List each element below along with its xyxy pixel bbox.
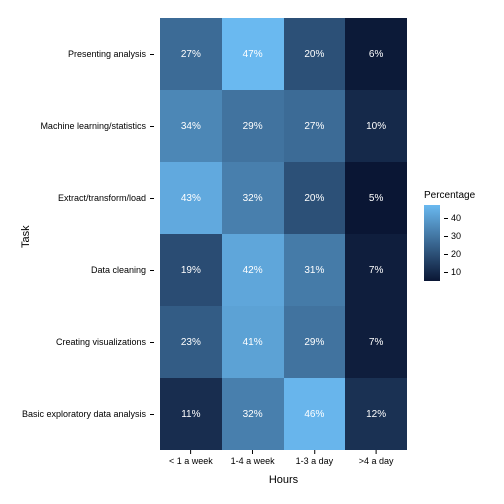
y-tick-label: Presenting analysis [68,49,160,59]
heatmap-row: 27%47%20%6% [160,18,407,90]
heatmap-cell: 32% [222,378,284,450]
x-tick-label: >4 a day [359,450,394,466]
y-tick-label: Basic exploratory data analysis [22,409,160,419]
legend-tick: 30 [444,231,461,241]
legend-title: Percentage [424,190,475,201]
legend: Percentage 10203040 [424,190,475,281]
x-tick-label: < 1 a week [169,450,213,466]
y-tick-label: Machine learning/statistics [40,121,160,131]
y-tick-label: Extract/transform/load [58,193,160,203]
legend-tick: 40 [444,213,461,223]
x-tick-label: 1-4 a week [231,450,275,466]
heatmap-row: 43%32%20%5% [160,162,407,234]
heatmap-row: 34%29%27%10% [160,90,407,162]
heatmap-chart: 27%47%20%6%Presenting analysis34%29%27%1… [0,0,504,504]
plot-area: 27%47%20%6%Presenting analysis34%29%27%1… [160,18,407,450]
heatmap-cell: 6% [345,18,407,90]
heatmap-cell: 20% [284,162,346,234]
heatmap-cell: 47% [222,18,284,90]
heatmap-cell: 7% [345,306,407,378]
heatmap-cell: 27% [160,18,222,90]
x-tick-label: 1-3 a day [296,450,334,466]
heatmap-cell: 46% [284,378,346,450]
legend-tick: 10 [444,267,461,277]
heatmap-cell: 43% [160,162,222,234]
heatmap-row: 23%41%29%7% [160,306,407,378]
heatmap-cell: 5% [345,162,407,234]
heatmap-cell: 23% [160,306,222,378]
heatmap-cell: 20% [284,18,346,90]
heatmap-cell: 41% [222,306,284,378]
heatmap-cell: 27% [284,90,346,162]
heatmap-cell: 19% [160,234,222,306]
heatmap-cell: 12% [345,378,407,450]
legend-colorbar: 10203040 [424,205,440,281]
y-tick-label: Creating visualizations [56,337,160,347]
heatmap-row: 19%42%31%7% [160,234,407,306]
y-tick-label: Data cleaning [91,265,160,275]
heatmap-cell: 32% [222,162,284,234]
legend-tick: 20 [444,249,461,259]
heatmap-cell: 34% [160,90,222,162]
heatmap-cell: 11% [160,378,222,450]
heatmap-cell: 7% [345,234,407,306]
x-axis-label: Hours [160,474,407,486]
heatmap-row: 11%32%46%12% [160,378,407,450]
heatmap-cell: 29% [284,306,346,378]
heatmap-cell: 31% [284,234,346,306]
heatmap-cell: 42% [222,234,284,306]
y-axis-label: Task [20,225,32,248]
heatmap-cell: 10% [345,90,407,162]
heatmap-cell: 29% [222,90,284,162]
